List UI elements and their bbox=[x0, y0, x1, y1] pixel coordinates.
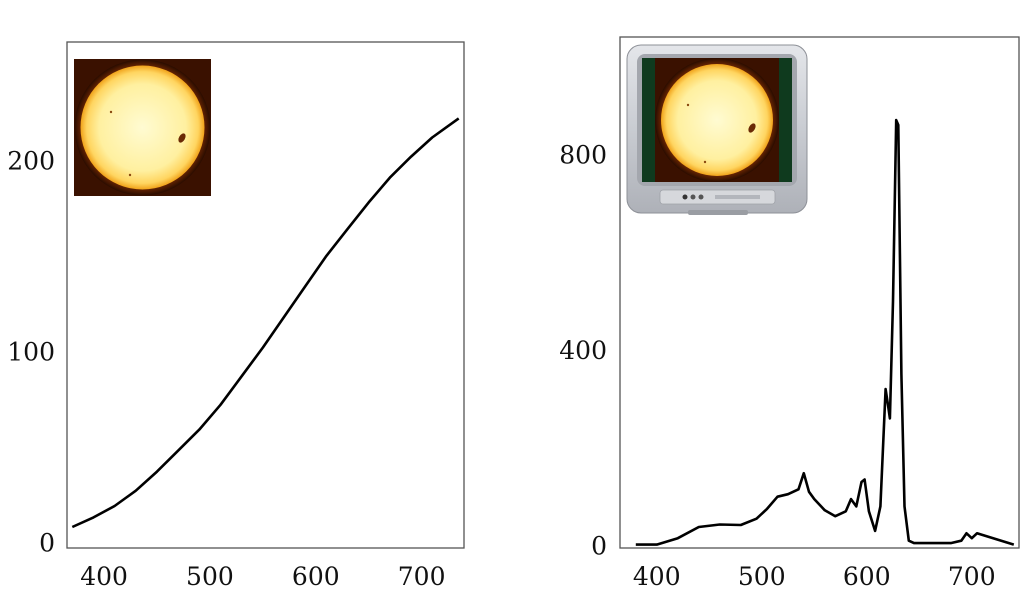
x-tick-label: 600 bbox=[843, 562, 891, 591]
chart-left-x-ticks: 400 500 600 700 bbox=[80, 562, 445, 591]
tv-with-sun-photo bbox=[626, 44, 808, 215]
chart-right-series bbox=[635, 118, 1015, 546]
x-tick-label: 600 bbox=[292, 562, 340, 591]
y-tick-label: 200 bbox=[7, 146, 55, 175]
chart-right-frame bbox=[619, 36, 1020, 549]
series-line bbox=[71, 117, 460, 529]
x-tick-label: 700 bbox=[398, 562, 446, 591]
chart-left-series bbox=[71, 117, 460, 529]
sun-photo bbox=[74, 59, 211, 196]
chart-right-y-ticks: 0 400 800 bbox=[559, 140, 607, 560]
series-line bbox=[635, 118, 1015, 546]
y-tick-label: 400 bbox=[559, 336, 607, 365]
x-tick-label: 500 bbox=[738, 562, 786, 591]
chart-left-y-ticks: 0 100 200 bbox=[7, 146, 55, 557]
y-tick-label: 100 bbox=[7, 337, 55, 366]
x-tick-label: 400 bbox=[80, 562, 128, 591]
y-tick-label: 800 bbox=[559, 140, 607, 169]
chart-right-x-ticks: 400 500 600 700 bbox=[633, 562, 996, 591]
chart-right: 0 400 800 400 500 600 700 bbox=[559, 36, 1020, 591]
y-tick-label: 0 bbox=[591, 532, 607, 561]
y-tick-label: 0 bbox=[39, 528, 55, 557]
x-tick-label: 700 bbox=[948, 562, 996, 591]
chart-left: 0 100 200 400 500 600 700 bbox=[7, 41, 465, 591]
x-tick-label: 500 bbox=[186, 562, 234, 591]
x-tick-label: 400 bbox=[633, 562, 681, 591]
chart-left-frame bbox=[66, 41, 465, 549]
